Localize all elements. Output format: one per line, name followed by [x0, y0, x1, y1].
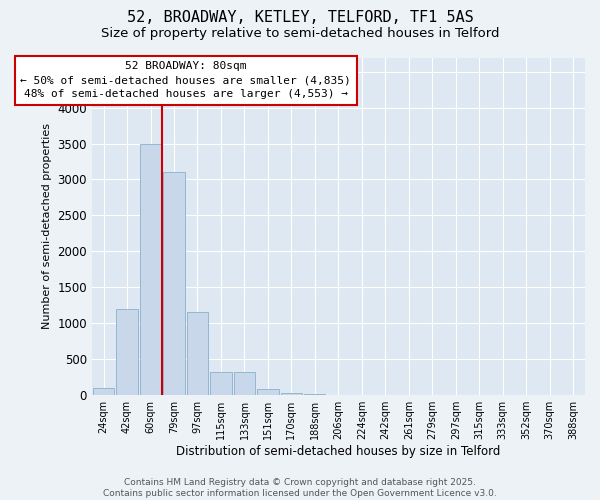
X-axis label: Distribution of semi-detached houses by size in Telford: Distribution of semi-detached houses by … [176, 444, 500, 458]
Bar [211, 372, 232, 394]
Bar [234, 372, 255, 394]
Bar [187, 312, 208, 394]
Text: 52, BROADWAY, KETLEY, TELFORD, TF1 5AS: 52, BROADWAY, KETLEY, TELFORD, TF1 5AS [127, 10, 473, 25]
Text: Size of property relative to semi-detached houses in Telford: Size of property relative to semi-detach… [101, 28, 499, 40]
Bar [93, 388, 114, 394]
Y-axis label: Number of semi-detached properties: Number of semi-detached properties [42, 123, 52, 329]
Bar [140, 144, 161, 394]
Text: Contains HM Land Registry data © Crown copyright and database right 2025.
Contai: Contains HM Land Registry data © Crown c… [103, 478, 497, 498]
Bar [163, 172, 185, 394]
Text: 52 BROADWAY: 80sqm
← 50% of semi-detached houses are smaller (4,835)
48% of semi: 52 BROADWAY: 80sqm ← 50% of semi-detache… [20, 61, 351, 99]
Bar [116, 308, 137, 394]
Bar [257, 388, 278, 394]
Bar [281, 392, 302, 394]
